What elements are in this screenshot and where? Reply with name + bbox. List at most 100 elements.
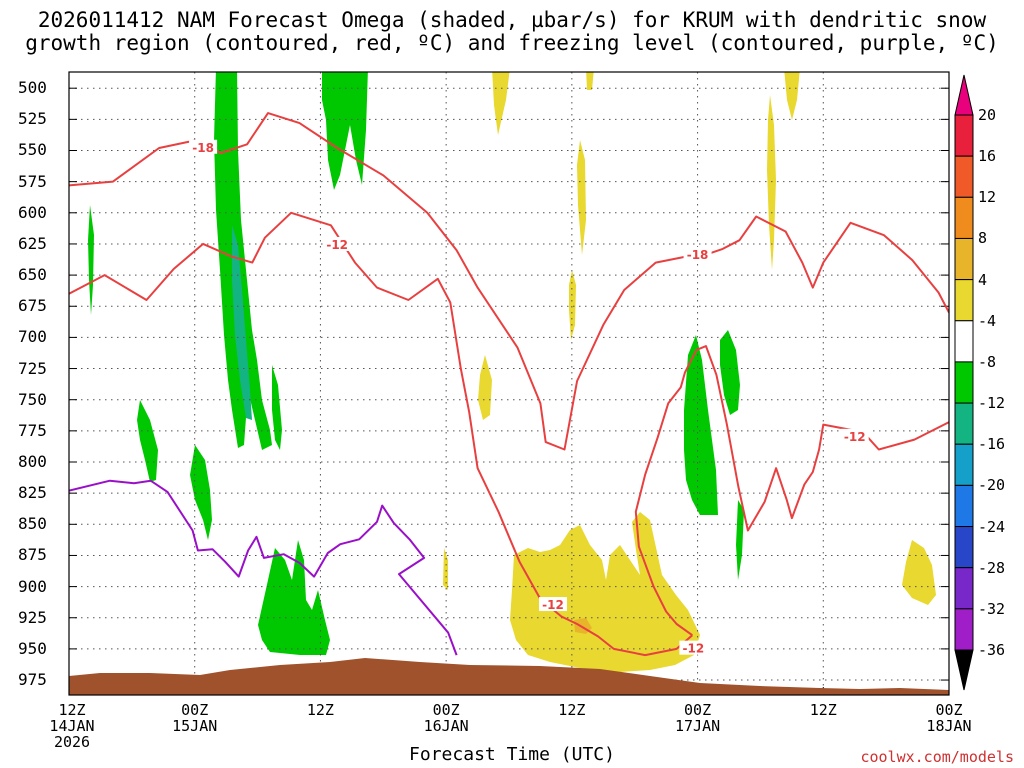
y-tick-label: 550 — [18, 140, 47, 160]
contour-label-bg — [189, 139, 218, 154]
omega-rising-region — [258, 540, 330, 655]
contour-label-bg — [683, 246, 712, 261]
colorbar-label: -32 — [978, 599, 1006, 618]
contour--18c-isotherm — [69, 112, 949, 451]
omega-sinking-region — [586, 72, 594, 90]
omega-rising-region — [232, 225, 252, 420]
y-tick-label: 975 — [18, 670, 47, 690]
colorbar-label: -8 — [978, 352, 997, 371]
x-tick-date: 17JAN — [674, 717, 721, 735]
x-tick-date — [290, 718, 350, 734]
colorbar-label: 20 — [978, 106, 997, 124]
x-tick-time: 12Z — [558, 701, 586, 719]
contour-label-bg — [679, 640, 708, 655]
contour-label: -18 — [192, 141, 214, 155]
colorbar-label: 16 — [978, 147, 997, 166]
plot-frame — [68, 71, 950, 696]
x-tick-label: 12Z — [290, 702, 350, 750]
y-tick-label: 650 — [18, 265, 47, 285]
terrain-shading — [69, 658, 949, 695]
contour-label-bg — [840, 428, 869, 443]
contour-label: -12 — [326, 238, 348, 252]
omega-sinking-region — [577, 140, 586, 255]
colorbar-label: -20 — [978, 476, 1006, 495]
chart-title-line-2: growth region (contoured, red, ºC) and f… — [25, 31, 999, 55]
y-tick-label: 725 — [18, 358, 47, 378]
omega-rising-region — [214, 72, 272, 450]
colorbar-segment — [954, 361, 974, 404]
source-credit: coolwx.com/models — [860, 748, 1014, 766]
colorbar-segment — [954, 279, 974, 322]
colorbar-label: -4 — [978, 311, 997, 330]
colorbar-label: -36 — [978, 641, 1006, 659]
colorbar-segment — [954, 608, 974, 651]
colorbar-segment — [954, 237, 974, 281]
colorbar-segment — [954, 443, 974, 486]
omega-rising-region — [88, 205, 94, 315]
x-tick-time: 00Z — [684, 701, 712, 719]
colorbar-label: 12 — [978, 188, 997, 207]
x-tick-label: 12Z 14JAN 2026 — [42, 702, 102, 750]
x-tick-year: 2026 — [53, 733, 91, 751]
plot-background — [69, 72, 949, 695]
omega-rising-region — [137, 400, 158, 482]
colorbar-segment — [954, 526, 974, 569]
colorbar-label: -16 — [978, 435, 1006, 454]
y-tick-label: 525 — [18, 109, 47, 129]
x-tick-date: 15JAN — [172, 717, 218, 735]
omega-sinking-region — [443, 548, 448, 590]
y-tick-label: 850 — [18, 514, 47, 534]
colorbar-segment — [954, 114, 974, 157]
x-tick-label: 00Z 16JAN — [416, 702, 476, 750]
omega-rising-region — [190, 445, 212, 540]
x-tick-label: 00Z 15JAN — [165, 702, 225, 750]
y-tick-label: 500 — [18, 78, 47, 98]
contour--12c-isotherm-left- — [69, 211, 693, 657]
x-tick-label: 12Z — [793, 702, 853, 750]
y-tick-label: 875 — [18, 545, 47, 565]
colorbar-label: -28 — [978, 558, 1006, 577]
x-tick-date: 18JAN — [926, 717, 972, 735]
y-tick-label: 925 — [18, 607, 47, 627]
y-tick-label: 950 — [18, 638, 47, 658]
x-tick-date — [542, 718, 602, 734]
omega-rising-region — [736, 500, 744, 580]
x-tick-label: 00Z 17JAN — [668, 702, 728, 750]
temperature-contours — [69, 112, 949, 657]
y-tick-label: 800 — [18, 451, 47, 471]
colorbar-segment — [954, 155, 974, 198]
x-tick-time: 12Z — [809, 701, 837, 719]
y-tick-label: 675 — [18, 296, 47, 316]
omega-sinking-region — [478, 355, 492, 420]
x-tick-label: 00Z 18JAN — [919, 702, 979, 750]
x-tick-time: 00Z — [935, 701, 963, 719]
y-tick-label: 625 — [18, 233, 47, 253]
contour-label-bg — [323, 236, 352, 251]
colorbar-segment — [954, 320, 974, 363]
contour-labels: -18 -12 -18 -12 -12 -12 — [189, 139, 869, 656]
colorbar-segment — [954, 484, 974, 528]
chart-title-line-1: 2026011412 NAM Forecast Omega (shaded, µ… — [37, 8, 987, 32]
y-tick-label: 750 — [18, 389, 47, 409]
omega-sinking-region — [492, 72, 510, 135]
contour-label: -18 — [687, 248, 709, 262]
omega-sinking-region — [569, 270, 576, 340]
omega-sinking-region — [510, 512, 700, 672]
contour-label: -12 — [542, 598, 564, 612]
y-tick-label: 700 — [18, 327, 47, 347]
colorbar-label: -12 — [978, 394, 1006, 413]
y-tick-label: 575 — [18, 171, 47, 191]
colorbar-bottom-arrow — [954, 649, 974, 691]
x-tick-time: 12Z — [306, 701, 334, 719]
colorbar-label: -24 — [978, 517, 1006, 536]
colorbar-top-arrow — [954, 74, 974, 116]
contour-label: -12 — [683, 642, 705, 656]
colorbar-segment — [954, 567, 974, 610]
contour-label: -12 — [844, 430, 866, 444]
colorbar-segment — [954, 402, 974, 445]
y-tick-label: 825 — [18, 483, 47, 503]
omega-rising-region — [272, 365, 282, 450]
x-tick-time: 12Z — [58, 701, 86, 719]
x-tick-date: 14JAN — [49, 717, 95, 735]
